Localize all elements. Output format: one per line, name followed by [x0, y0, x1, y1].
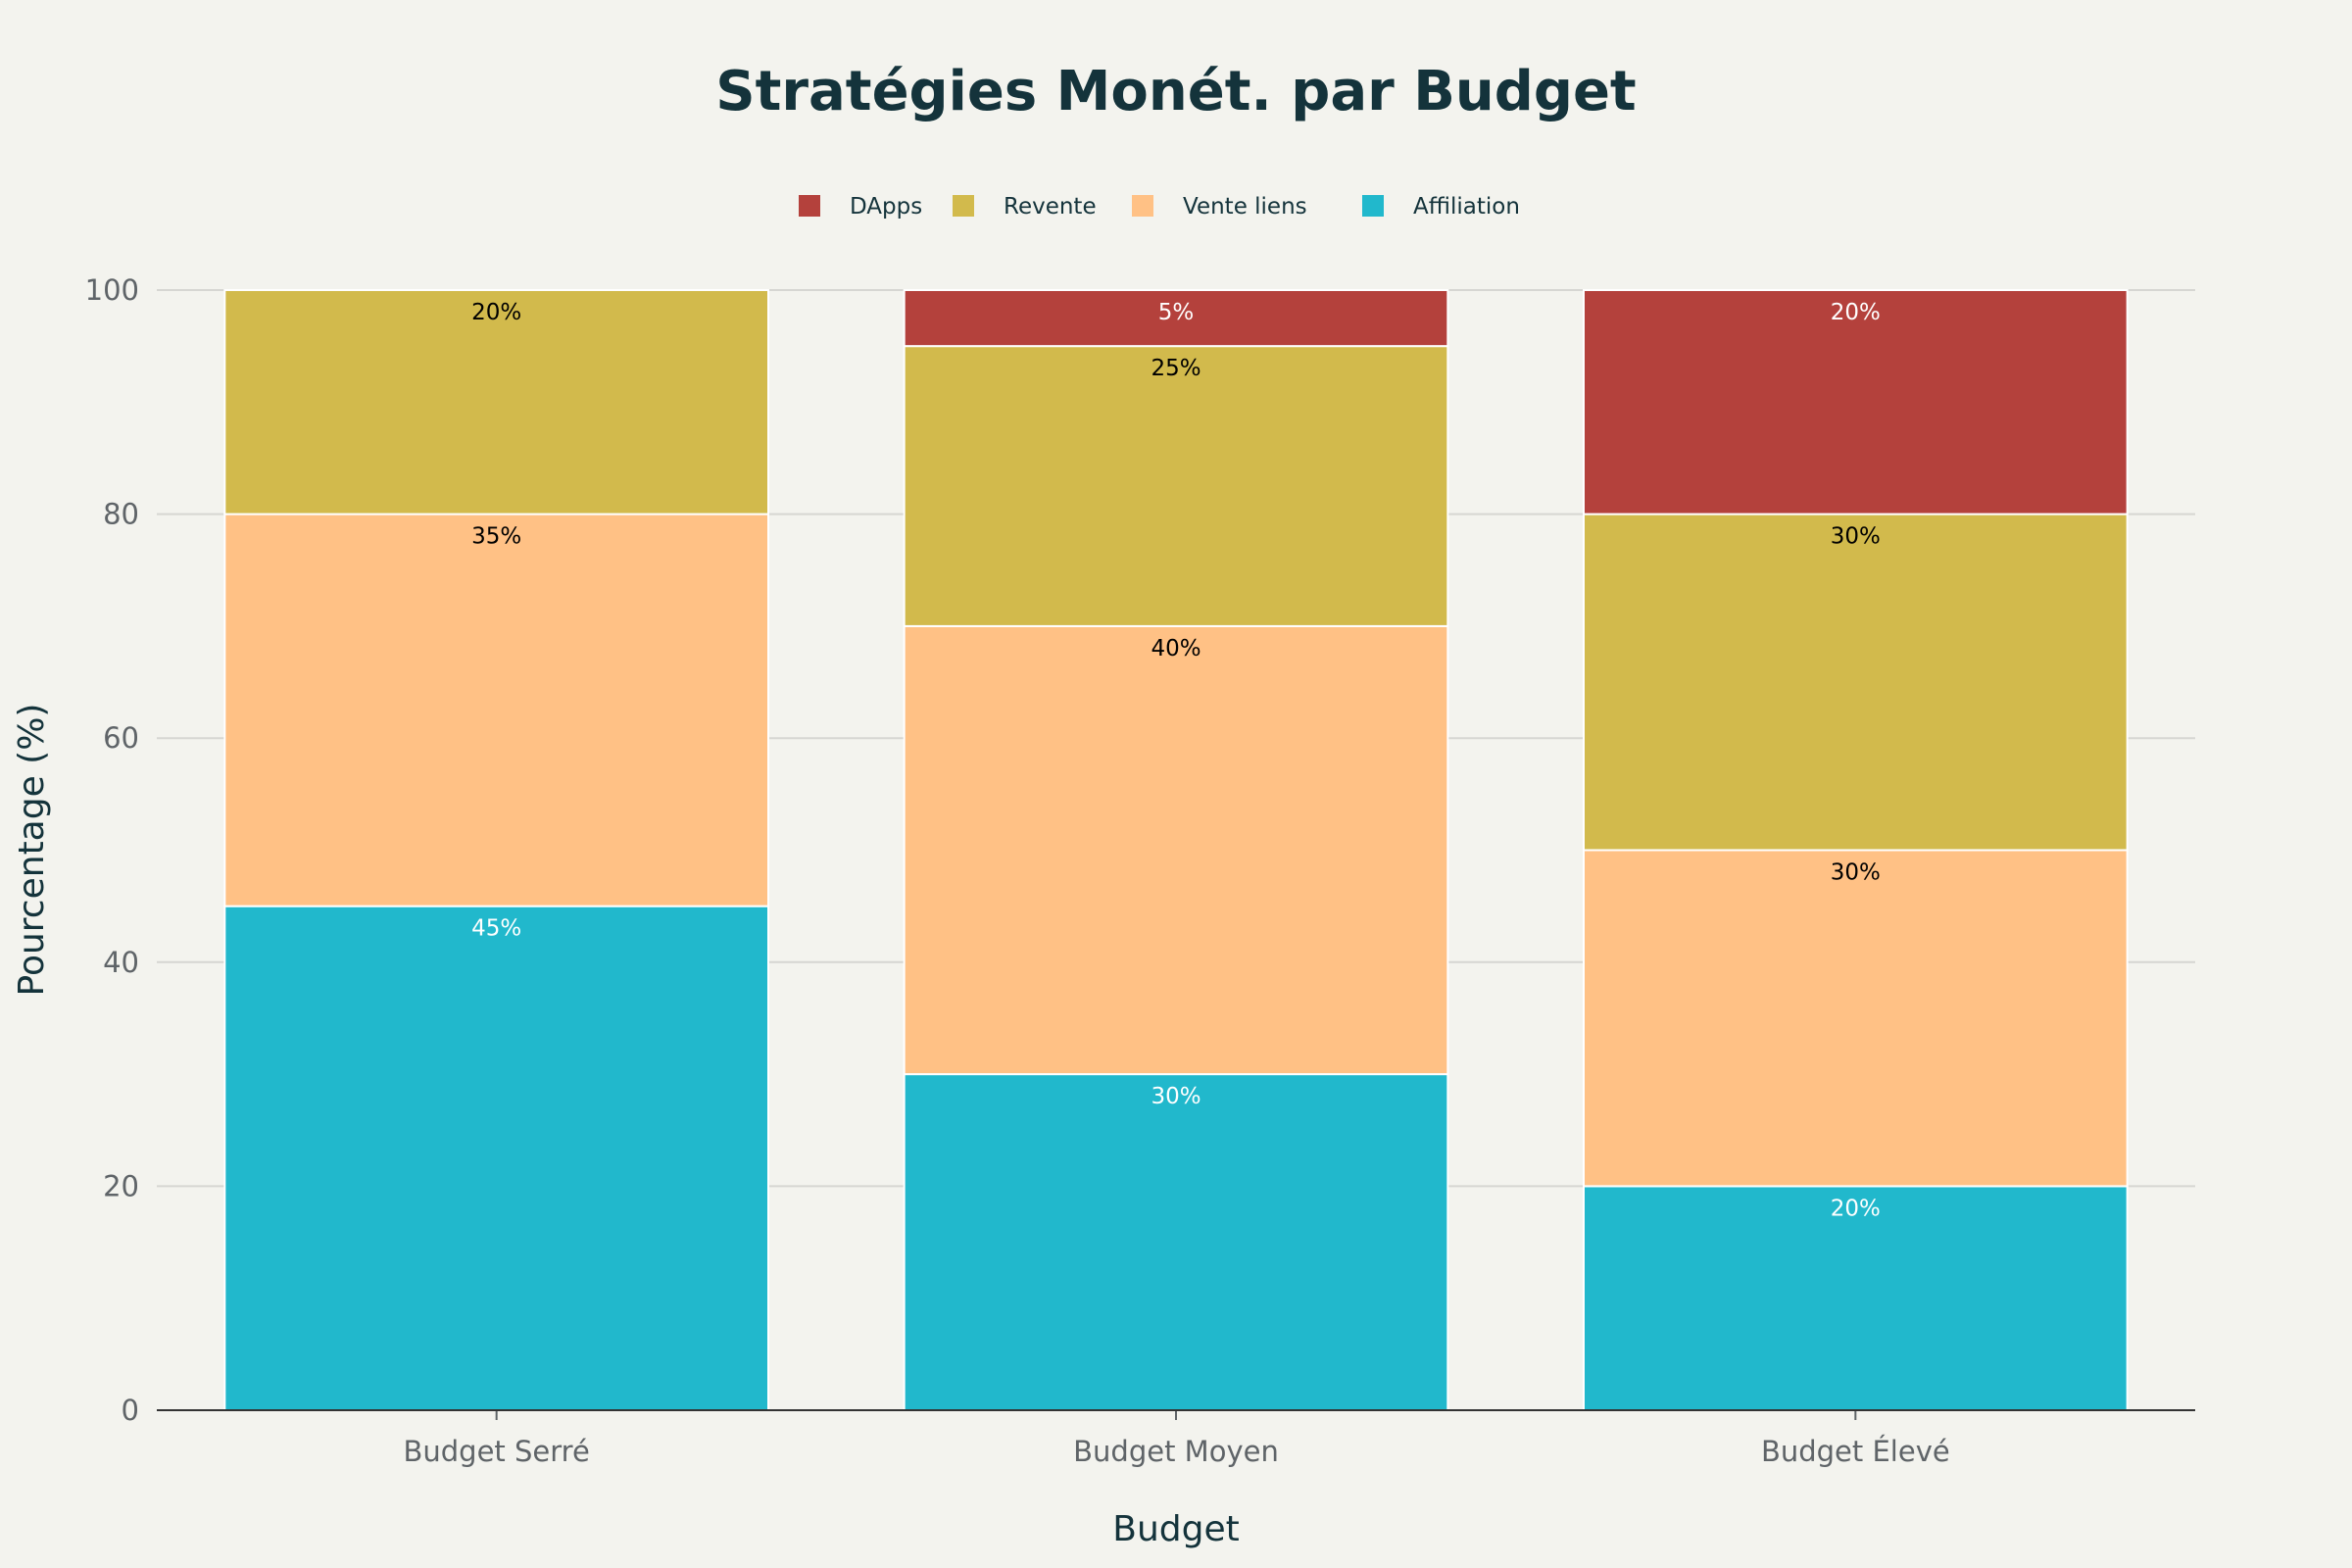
- bar-segment: [223, 905, 770, 1411]
- bar-segment: [223, 289, 770, 515]
- y-tick-label: 0: [122, 1394, 139, 1427]
- legend-label: Revente: [1004, 194, 1097, 220]
- bar-segment: [903, 345, 1449, 627]
- legend-label: Vente liens: [1183, 194, 1307, 220]
- x-tick-label: Budget Serré: [404, 1435, 590, 1468]
- legend-swatch: [1132, 195, 1153, 217]
- legend-swatch: [953, 195, 974, 217]
- bar-segment: [903, 1073, 1449, 1411]
- data-label: 45%: [471, 916, 521, 942]
- x-tick-label: Budget Élevé: [1761, 1435, 1950, 1468]
- data-label: 35%: [471, 524, 521, 550]
- axes: 0 20 40 60 80 100 Budget Serré Budget Moyen Budg…: [85, 273, 2195, 1468]
- data-label: 30%: [1831, 524, 1881, 550]
- chart-title: Stratégies Monét. par Budget: [715, 60, 1636, 123]
- data-label: 20%: [1831, 300, 1881, 325]
- legend-swatch: [1362, 195, 1384, 217]
- y-tick-label: 40: [103, 946, 139, 979]
- data-label: 30%: [1151, 1084, 1200, 1109]
- y-tick-label: 100: [85, 273, 139, 307]
- bars: [223, 289, 2129, 1412]
- legend-item[interactable]: Vente liens: [1132, 194, 1307, 220]
- bar-segment: [903, 289, 1449, 348]
- bar-segment: [1583, 513, 2129, 852]
- legend-swatch: [799, 195, 820, 217]
- legend-label: Affiliation: [1413, 194, 1520, 220]
- bar-segment: [1583, 849, 2129, 1188]
- x-tick-label: Budget Moyen: [1073, 1435, 1279, 1468]
- legend-item[interactable]: Revente: [953, 194, 1097, 220]
- data-label: 20%: [471, 300, 521, 325]
- y-tick-label: 20: [103, 1169, 139, 1202]
- x-axis-title: Budget: [1112, 1509, 1239, 1549]
- legend-item[interactable]: DApps: [799, 194, 922, 220]
- bar-segment: [1583, 289, 2129, 515]
- legend: DApps Revente Vente liens Affiliation: [799, 194, 1520, 220]
- data-label: 20%: [1831, 1196, 1881, 1221]
- y-axis-title: Pourcentage (%): [12, 704, 52, 997]
- bar-labels: 45% 35% 20% 30% 40% 25% 5% 20% 30% 30% 20%: [471, 300, 1881, 1221]
- y-tick-label: 60: [103, 721, 139, 755]
- bar-segment: [903, 624, 1449, 1076]
- data-label: 40%: [1151, 636, 1200, 662]
- bar-segment: [223, 513, 770, 907]
- data-label: 30%: [1831, 860, 1881, 886]
- data-label: 25%: [1151, 356, 1200, 381]
- legend-item[interactable]: Affiliation: [1362, 194, 1520, 220]
- data-label: 5%: [1158, 300, 1195, 325]
- y-tick-label: 80: [103, 498, 139, 531]
- legend-label: DApps: [850, 194, 922, 220]
